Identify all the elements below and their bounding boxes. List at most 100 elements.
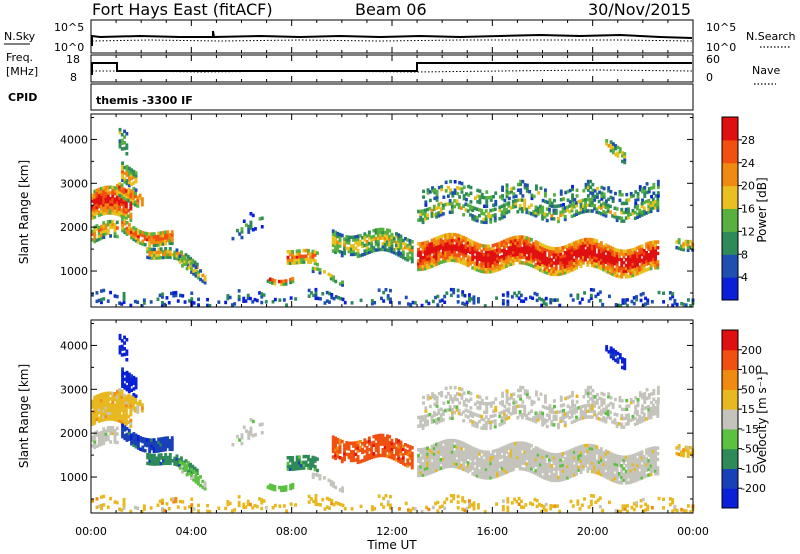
power-cell <box>155 253 159 257</box>
velocity-cell <box>618 475 621 479</box>
power-cell <box>356 237 360 241</box>
velocity-cell <box>516 455 520 460</box>
velocity-cell <box>249 429 253 433</box>
power-cell <box>426 213 429 217</box>
power-cell <box>410 251 414 255</box>
velocity-cell <box>164 461 168 465</box>
velocity-cell <box>129 401 133 405</box>
velocity-cell <box>435 462 438 467</box>
power-cell <box>530 260 533 265</box>
velocity-cell <box>97 405 101 409</box>
power-cell <box>192 301 196 305</box>
velocity-cell <box>577 448 581 452</box>
power-cell <box>125 189 128 193</box>
power-cell <box>466 246 470 251</box>
power-cell <box>575 254 578 259</box>
power-cell <box>468 293 471 297</box>
velocity-cell <box>123 347 126 351</box>
velocity-cell <box>93 421 97 425</box>
power-cell <box>505 186 509 190</box>
power-cell <box>383 239 387 243</box>
velocity-cell <box>566 470 569 474</box>
velocity-cell <box>462 456 466 460</box>
velocity-cell <box>525 468 529 472</box>
power-cell <box>649 206 653 211</box>
velocity-cell <box>656 414 660 418</box>
power-cell <box>633 270 637 274</box>
velocity-cell <box>550 469 554 474</box>
velocity-cell <box>118 348 122 352</box>
velocity-cell <box>109 402 112 407</box>
power-cell <box>582 189 586 193</box>
power-cell <box>493 218 497 223</box>
velocity-cell <box>527 451 531 456</box>
power-cell <box>288 252 292 257</box>
velocity-cell <box>106 434 110 439</box>
velocity-cell <box>590 469 594 474</box>
velocity-cell <box>584 458 587 462</box>
velocity-cell <box>307 454 310 459</box>
power-cell <box>433 190 437 195</box>
velocity-cell <box>475 454 479 458</box>
velocity-cell <box>251 434 255 438</box>
velocity-cell <box>599 447 603 451</box>
power-cell <box>671 292 675 296</box>
velocity-cell <box>642 406 646 411</box>
velocity-cell <box>111 397 115 401</box>
velocity-cell <box>97 416 101 420</box>
power-cell <box>638 208 642 213</box>
power-cell <box>166 230 170 234</box>
power-cell <box>599 266 603 271</box>
power-cell <box>318 271 322 275</box>
velocity-cell <box>435 468 438 472</box>
power-cell <box>376 239 380 243</box>
velocity-cell <box>430 420 434 424</box>
velocity-cell <box>334 442 337 446</box>
velocity-cell <box>645 474 648 478</box>
velocity-cell <box>129 403 133 408</box>
power-cell <box>500 204 504 209</box>
velocity-cell <box>376 453 380 458</box>
power-cell <box>388 237 392 242</box>
power-cell <box>516 182 520 187</box>
power-cell <box>461 293 465 297</box>
velocity-cell <box>640 453 644 457</box>
power-cell <box>120 202 124 207</box>
power-cell <box>534 243 538 247</box>
power-cell <box>386 237 389 241</box>
power-cell <box>432 243 436 247</box>
power-cell <box>525 247 529 252</box>
power-cell <box>604 266 608 270</box>
power-cell <box>166 255 170 259</box>
power-cell <box>404 257 407 261</box>
velocity-cell <box>485 396 489 400</box>
velocity-cell <box>97 402 101 406</box>
power-cell <box>113 294 117 298</box>
velocity-cell <box>469 391 473 396</box>
power-cell <box>593 189 597 193</box>
velocity-cell <box>520 404 524 408</box>
power-cell <box>410 254 414 258</box>
power-cell <box>493 254 497 259</box>
power-cell <box>466 238 470 242</box>
power-cell <box>446 194 450 198</box>
velocity-cell <box>124 408 128 412</box>
velocity-cell <box>550 464 554 468</box>
velocity-cell <box>106 402 110 407</box>
power-cell <box>435 195 439 199</box>
velocity-cell <box>568 416 572 420</box>
velocity-cell <box>527 463 531 467</box>
power-cell <box>511 244 515 249</box>
power-cell <box>185 258 189 262</box>
velocity-cell <box>536 447 540 451</box>
velocity-cell <box>597 469 601 473</box>
velocity-cell <box>554 467 558 471</box>
power-cell <box>545 248 549 252</box>
power-cell <box>627 266 630 270</box>
velocity-cell <box>496 471 499 475</box>
velocity-cell <box>311 458 315 463</box>
velocity-cell <box>559 452 563 456</box>
power-cell <box>194 271 198 275</box>
velocity-cell <box>446 441 450 446</box>
power-cell <box>95 224 99 228</box>
